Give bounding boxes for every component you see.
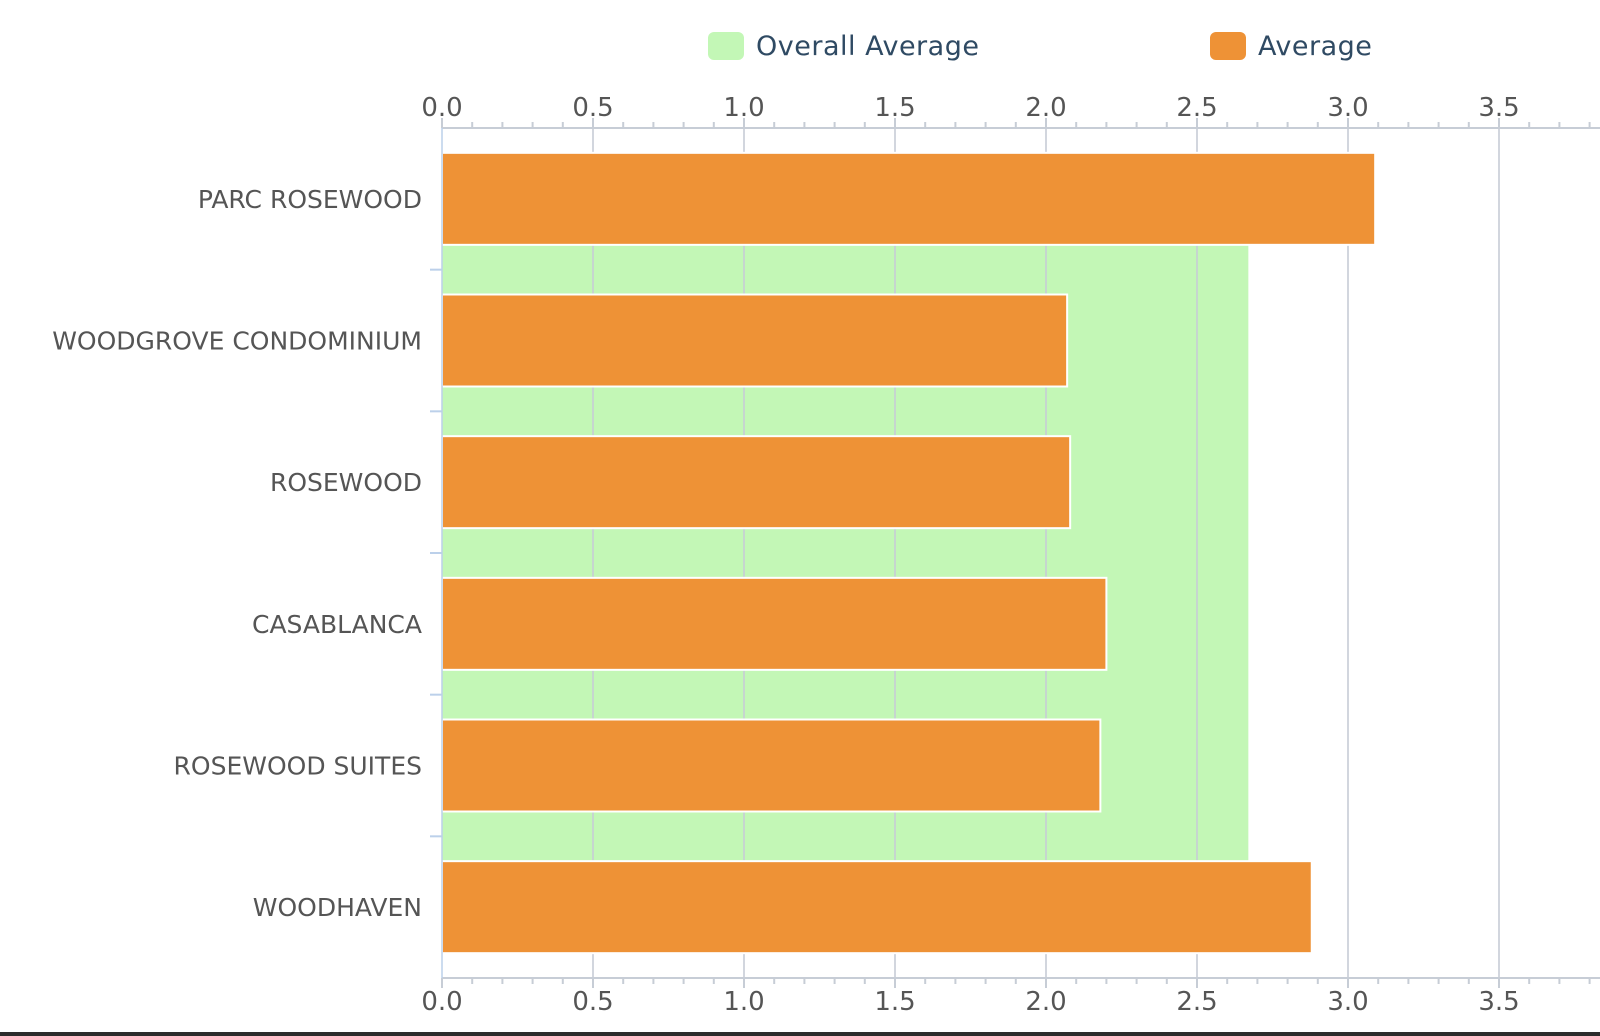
x-tick-label-top: 3.5 xyxy=(1478,93,1519,123)
x-tick-label-bottom: 0.0 xyxy=(421,987,462,1017)
legend-label-overall-average: Overall Average xyxy=(756,30,980,62)
category-label: WOODHAVEN xyxy=(253,893,422,922)
legend-swatch-overall-average xyxy=(708,32,744,60)
x-tick-label-top: 1.5 xyxy=(874,93,915,123)
category-label: WOODGROVE CONDOMINIUM xyxy=(52,327,422,356)
axes: 0.0 0.0 0.5 0.5 1.0 1.0 1.5 1.5 2.0 2.0 2.5 2.5 3.0 3… xyxy=(52,93,1600,1017)
x-tick-label-bottom: 3.0 xyxy=(1327,987,1368,1017)
category-label: ROSEWOOD xyxy=(270,468,422,497)
grid xyxy=(592,128,1500,978)
x-tick-label-bottom: 2.0 xyxy=(1025,987,1066,1017)
x-tick-label-top: 0.0 xyxy=(421,93,462,123)
x-tick-label-bottom: 0.5 xyxy=(572,987,613,1017)
category-label: PARC ROSEWOOD xyxy=(198,185,422,214)
average-bar xyxy=(441,860,1313,955)
average-bar xyxy=(441,151,1377,246)
x-tick-label-bottom: 1.5 xyxy=(874,987,915,1017)
legend-label-average: Average xyxy=(1258,30,1373,62)
x-tick-label-top: 2.0 xyxy=(1025,93,1066,123)
average-bar xyxy=(441,293,1069,388)
average-bar xyxy=(441,435,1072,530)
x-tick-label-top: 1.0 xyxy=(723,93,764,123)
bottom-rule xyxy=(0,1032,1600,1036)
average-bars xyxy=(441,151,1377,955)
average-bar xyxy=(441,576,1108,671)
legend-swatch-average xyxy=(1210,32,1246,60)
average-bar xyxy=(441,718,1102,813)
x-tick-label-bottom: 2.5 xyxy=(1176,987,1217,1017)
legend-item-overall-average[interactable]: Overall Average xyxy=(708,28,979,64)
legend-item-average[interactable]: Average xyxy=(1210,28,1372,64)
x-tick-label-bottom: 3.5 xyxy=(1478,987,1519,1017)
category-label: ROSEWOOD SUITES xyxy=(174,752,422,781)
x-tick-label-top: 0.5 xyxy=(572,93,613,123)
x-tick-label-bottom: 1.0 xyxy=(723,987,764,1017)
x-tick-label-top: 2.5 xyxy=(1176,93,1217,123)
legend: Overall Average Average xyxy=(0,28,1600,68)
category-label: CASABLANCA xyxy=(252,610,422,639)
x-tick-label-top: 3.0 xyxy=(1327,93,1368,123)
